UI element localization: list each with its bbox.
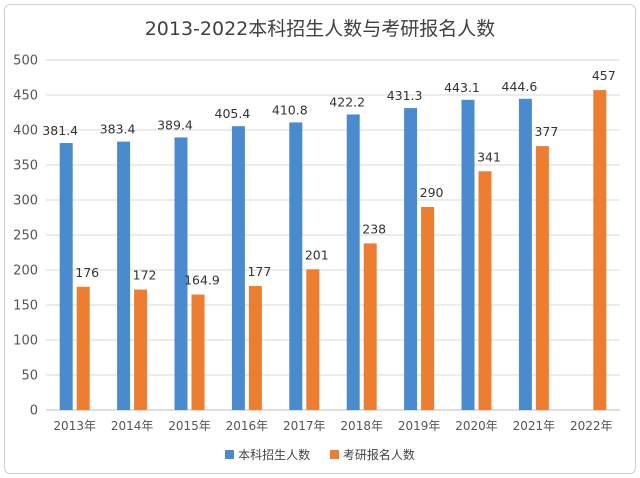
- data-label-series-1: 381.4: [42, 123, 78, 138]
- legend-item-series-2: 考研报名人数: [329, 446, 415, 463]
- bar-series-2: [76, 286, 90, 410]
- y-tick-label: 50: [21, 369, 38, 384]
- data-label-series-2: 290: [420, 185, 444, 200]
- bar-series-2: [134, 289, 148, 410]
- x-tick-label: 2019年: [398, 419, 441, 433]
- data-label-series-2: 457: [592, 68, 616, 83]
- y-tick-label: 350: [13, 159, 38, 174]
- data-label-series-1: 431.3: [387, 88, 423, 103]
- bar-series-1: [518, 98, 532, 410]
- x-tick-label: 2018年: [340, 419, 383, 433]
- bar-series-1: [289, 122, 303, 410]
- data-label-series-1: 383.4: [100, 122, 136, 137]
- bar-series-1: [231, 126, 245, 410]
- x-tick-label: 2015年: [168, 419, 211, 433]
- data-label-series-1: 444.6: [502, 79, 538, 94]
- x-tick-label: 2017年: [283, 419, 326, 433]
- bar-series-1: [59, 143, 73, 410]
- data-label-series-1: 443.1: [444, 80, 480, 95]
- bar-series-1: [346, 114, 360, 411]
- data-label-series-2: 172: [133, 268, 157, 283]
- y-tick-label: 250: [13, 229, 38, 244]
- bar-series-2: [191, 294, 205, 410]
- data-label-series-2: 377: [534, 124, 558, 139]
- y-tick-label: 300: [13, 194, 38, 209]
- y-tick-label: 150: [13, 299, 38, 314]
- legend-swatch-series-1: [225, 450, 235, 459]
- bar-series-2: [363, 243, 377, 410]
- bar-series-2: [593, 90, 607, 410]
- x-tick-label: 2014年: [111, 419, 154, 433]
- data-label-series-2: 201: [305, 247, 329, 262]
- bar-series-2: [535, 146, 549, 410]
- x-tick-label: 2022年: [570, 419, 613, 433]
- data-label-series-2: 238: [362, 221, 386, 236]
- chart-title: 2013-2022本科招生人数与考研报名人数: [144, 18, 496, 40]
- y-tick-label: 400: [13, 124, 38, 139]
- data-label-series-1: 405.4: [215, 106, 251, 121]
- y-tick-label: 100: [13, 334, 38, 349]
- x-tick-label: 2013年: [53, 419, 96, 433]
- data-label-series-2: 176: [75, 265, 99, 280]
- legend-swatch-series-2: [329, 450, 339, 459]
- x-tick-label: 2020年: [455, 419, 498, 433]
- legend-label-series-2: 考研报名人数: [342, 448, 415, 462]
- bar-series-2: [306, 269, 320, 410]
- y-tick-label: 0: [30, 404, 38, 419]
- data-label-series-1: 410.8: [272, 102, 308, 117]
- y-tick-label: 450: [13, 89, 38, 104]
- legend-label-series-1: 本科招生人数: [238, 448, 311, 462]
- bar-series-2: [478, 171, 492, 410]
- data-label-series-1: 422.2: [329, 94, 365, 109]
- data-label-series-2: 177: [247, 264, 271, 279]
- x-tick-label: 2016年: [226, 419, 269, 433]
- bar-series-1: [461, 99, 475, 410]
- legend-item-series-1: 本科招生人数: [225, 446, 310, 463]
- chart-legend: 本科招生人数 考研报名人数: [0, 446, 640, 463]
- bar-series-2: [421, 207, 435, 410]
- x-tick-label: 2021年: [513, 419, 556, 433]
- bar-series-1: [404, 108, 418, 410]
- y-tick-label: 500: [13, 54, 38, 69]
- bar-series-1: [174, 137, 188, 411]
- bar-series-1: [117, 141, 131, 410]
- bar-series-2: [248, 286, 262, 410]
- data-label-series-2: 164.9: [184, 273, 220, 288]
- y-tick-label: 200: [13, 264, 38, 279]
- data-label-series-2: 341: [477, 149, 501, 164]
- data-label-series-1: 389.4: [157, 117, 193, 132]
